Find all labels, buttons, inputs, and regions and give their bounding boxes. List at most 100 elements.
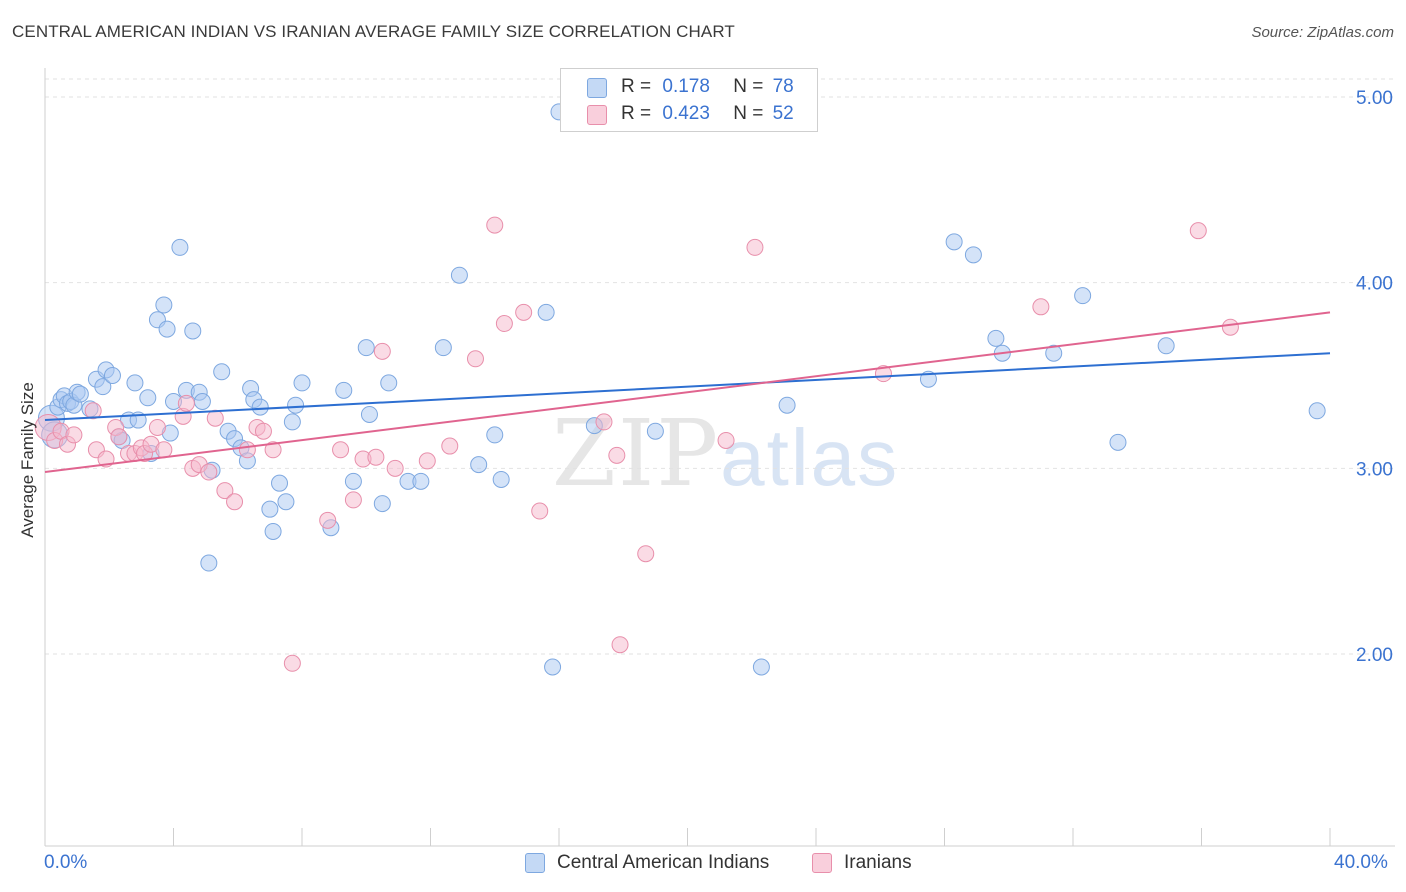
- point-iranian: [264, 441, 282, 459]
- point-central-american: [71, 385, 89, 403]
- point-iranian: [386, 459, 404, 477]
- y-tick-label: 2.00: [1356, 645, 1393, 666]
- legend-swatch-pink: [812, 853, 832, 873]
- point-iranian: [531, 502, 549, 520]
- point-iranian: [1221, 318, 1239, 336]
- point-iranian: [367, 448, 385, 466]
- point-central-american: [103, 367, 121, 384]
- point-iranian: [495, 315, 513, 333]
- point-iranian: [206, 409, 224, 427]
- y-tick-label: 3.00: [1356, 459, 1393, 480]
- legend-n-label: N =: [733, 76, 764, 97]
- point-central-american: [1109, 433, 1127, 451]
- point-central-american: [264, 522, 282, 540]
- point-iranian: [200, 463, 218, 481]
- point-iranian: [110, 428, 128, 446]
- y-axis-label: Average Family Size: [18, 382, 37, 538]
- y-tick-label: 4.00: [1356, 274, 1393, 295]
- point-central-american: [94, 378, 112, 396]
- chart-title: CENTRAL AMERICAN INDIAN VS IRANIAN AVERA…: [12, 22, 735, 41]
- point-iranian: [611, 636, 629, 654]
- legend-swatch-blue: [587, 78, 607, 98]
- point-central-american: [271, 474, 289, 492]
- point-iranian: [319, 511, 337, 529]
- point-iranian: [595, 413, 613, 431]
- legend-n-value: 78: [772, 76, 794, 97]
- point-central-american: [434, 339, 452, 357]
- legend-label: Iranians: [844, 852, 912, 873]
- point-central-american: [380, 374, 398, 392]
- point-iranian: [637, 545, 655, 563]
- source-credit: Source: ZipAtlas.com: [1251, 24, 1394, 41]
- grid-lines: [45, 78, 1395, 655]
- point-central-american: [1074, 287, 1092, 305]
- legend-label: Central American Indians: [557, 852, 770, 873]
- point-central-american: [544, 658, 562, 676]
- point-central-american: [360, 405, 378, 423]
- point-iranian: [65, 426, 83, 444]
- y-tick-labels: 2.00 3.00 4.00 5.00: [1356, 88, 1393, 666]
- stats-legend: R = 0.178 N = 78 R = 0.423 N = 52: [560, 68, 818, 132]
- point-central-american: [646, 422, 664, 440]
- point-iranian: [238, 441, 256, 459]
- point-iranian: [441, 437, 459, 455]
- data-points: [34, 103, 1326, 676]
- point-central-american: [287, 396, 305, 414]
- point-central-american: [335, 381, 353, 399]
- point-iranian: [486, 216, 504, 234]
- point-central-american: [945, 233, 963, 251]
- legend-r-label: R =: [621, 76, 652, 97]
- trend-line-central-american: [44, 352, 1331, 422]
- legend-r-label: R =: [621, 103, 652, 124]
- point-iranian: [608, 446, 626, 464]
- legend-r-value: 0.178: [662, 76, 710, 97]
- point-iranian: [216, 482, 234, 500]
- point-central-american: [126, 374, 144, 392]
- legend-n-value: 52: [772, 103, 794, 124]
- point-iranian: [84, 402, 102, 420]
- point-central-american: [344, 472, 362, 490]
- point-central-american: [964, 246, 982, 264]
- point-iranian: [155, 441, 173, 459]
- point-central-american: [171, 238, 189, 256]
- point-iranian: [717, 431, 735, 449]
- point-central-american: [184, 322, 202, 340]
- point-central-american: [293, 374, 311, 392]
- point-central-american: [261, 500, 279, 518]
- y-tick-label: 5.00: [1356, 88, 1393, 109]
- trend-line-iranian: [44, 311, 1331, 474]
- point-iranian: [1032, 298, 1050, 316]
- point-iranian: [1189, 222, 1207, 240]
- legend-r-value: 0.423: [662, 103, 710, 124]
- point-central-american: [450, 266, 468, 284]
- point-iranian: [148, 418, 166, 436]
- point-central-american: [357, 339, 375, 357]
- point-iranian: [418, 452, 436, 470]
- point-central-american: [778, 396, 796, 414]
- point-iranian: [746, 238, 764, 256]
- point-central-american: [158, 320, 176, 338]
- x-axis-max-label: 40.0%: [1334, 852, 1388, 873]
- point-iranian: [344, 491, 362, 509]
- point-central-american: [193, 392, 211, 410]
- point-iranian: [254, 422, 272, 440]
- point-central-american: [470, 456, 488, 474]
- point-iranian: [283, 654, 301, 672]
- watermark: ZIPatlas: [552, 400, 899, 507]
- point-central-american: [277, 493, 295, 511]
- point-iranian: [177, 394, 195, 412]
- point-iranian: [226, 493, 244, 511]
- point-central-american: [1045, 344, 1063, 362]
- point-central-american: [139, 389, 157, 407]
- point-iranian: [466, 350, 484, 368]
- legend-swatch-blue: [525, 853, 545, 873]
- point-central-american: [492, 470, 510, 488]
- point-central-american: [752, 658, 770, 676]
- point-central-american: [283, 413, 301, 431]
- point-central-american: [1157, 337, 1175, 355]
- point-central-american: [987, 329, 1005, 347]
- x-axis-min-label: 0.0%: [44, 852, 88, 873]
- legend-swatch-pink: [587, 105, 607, 125]
- watermark-zip: ZIP: [552, 400, 721, 507]
